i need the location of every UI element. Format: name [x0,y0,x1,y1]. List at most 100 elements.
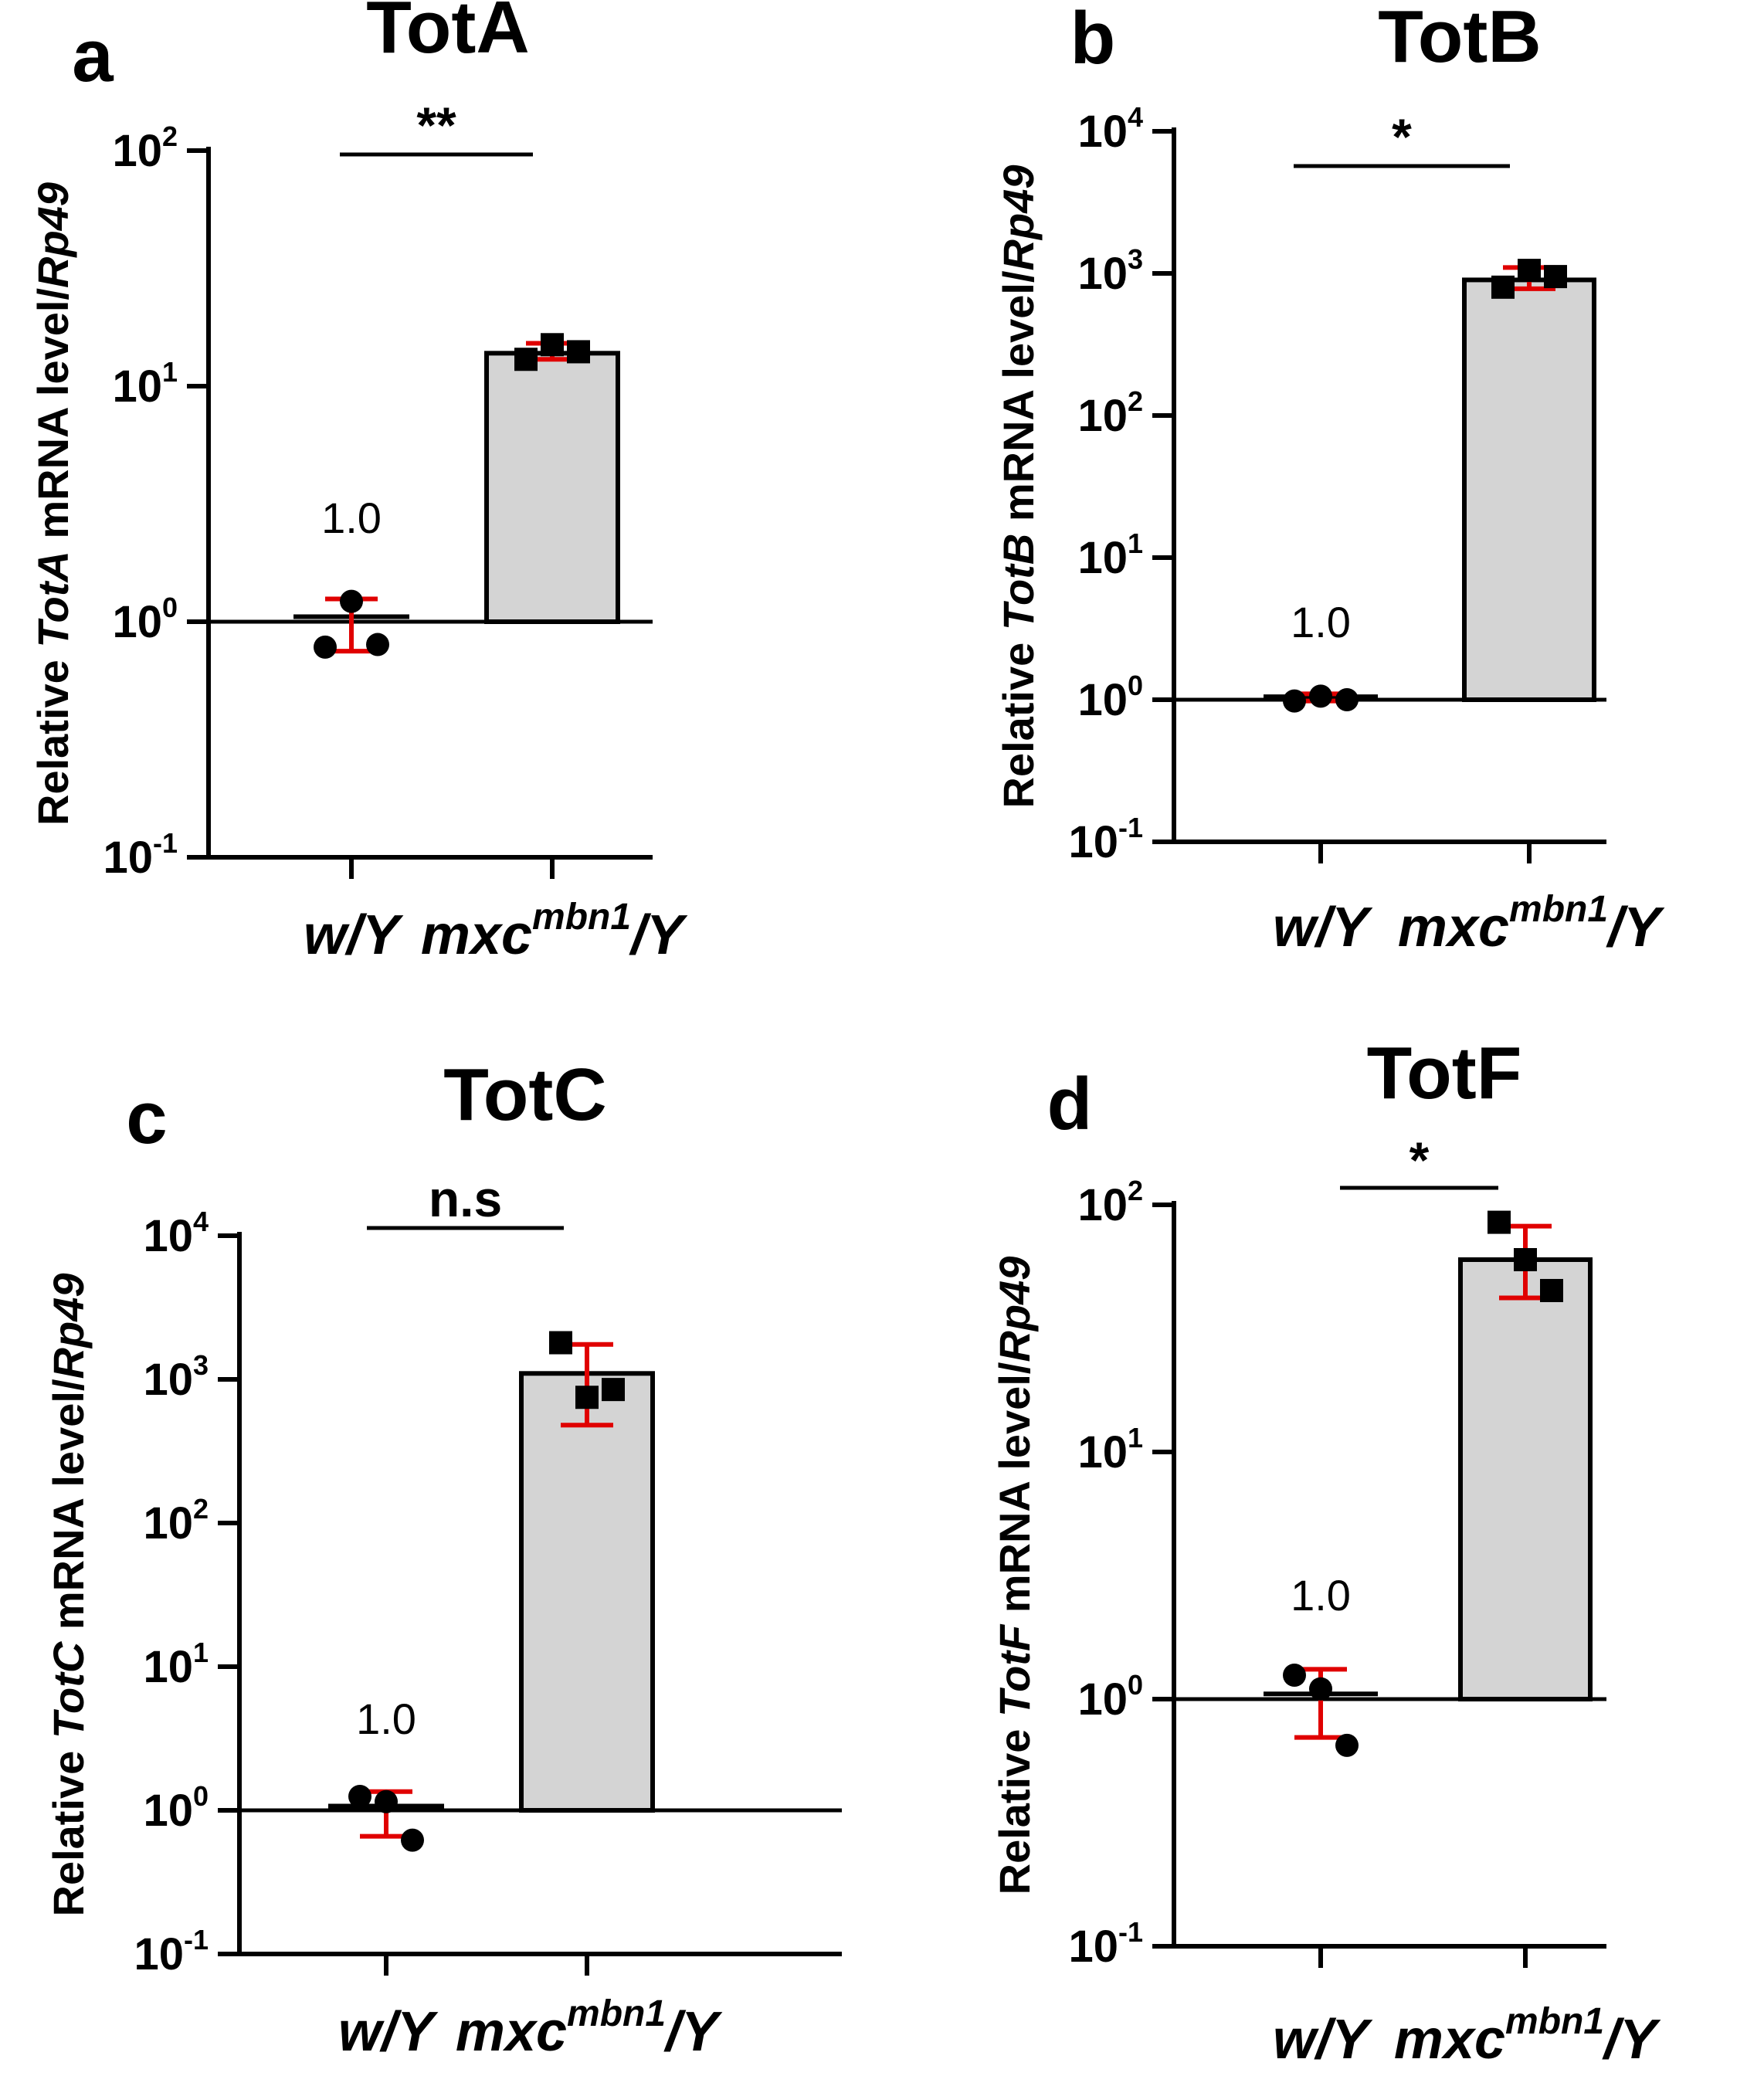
y-tick-label: 102 [1077,385,1143,441]
data-point [1335,688,1359,711]
y-axis-label: Relative TotB mRNA level/Rp49 [994,165,1043,809]
x-category-base: mxc [421,904,532,966]
y-tick-base: 10 [1068,817,1118,867]
y-label-gene: TotA [29,551,77,647]
y-tick-label: 102 [1077,1175,1143,1230]
y-label-gene: TotC [44,1640,93,1739]
y-tick-label: 10-1 [1068,812,1143,867]
x-category-base: w/Y [1273,897,1373,958]
y-tick-label: 103 [1077,243,1143,299]
y-tick-base: 10 [1077,1427,1128,1477]
x-category-base: mxc [456,2001,567,2063]
y-tick-label: 101 [112,356,178,412]
bar-mxc [1462,277,1596,702]
data-point [1309,1677,1332,1701]
y-label-reference: Rp49 [990,1257,1039,1362]
y-tick-exponent: 0 [193,1780,209,1812]
data-point [575,1386,599,1409]
x-category-base: w/Y [338,2001,439,2063]
y-label-middle: mRNA level/ [44,1379,93,1642]
data-point [348,1784,371,1808]
y-label-prefix: Relative [29,648,77,826]
x-category-tail: /Y [629,904,688,966]
y-tick-label: 104 [1077,101,1143,157]
y-tick-base: 10 [112,126,162,176]
y-tick-exponent: 1 [1128,527,1143,559]
x-category-base: w/Y [304,904,404,966]
y-label-reference: Rp49 [44,1274,93,1379]
y-tick-base: 10 [143,1498,193,1549]
significance-label: * [1410,1131,1430,1189]
x-category-label: mxcmbn1/Y [1394,2001,1661,2071]
y-tick-exponent: 0 [1128,670,1143,701]
x-category-base: mxc [1394,2009,1505,2071]
x-category-label: mxcmbn1/Y [421,897,688,966]
y-tick-exponent: 1 [1128,1422,1143,1454]
data-label: 1.0 [1291,1571,1351,1620]
y-tick-label: 104 [143,1206,209,1261]
y-tick-exponent: -1 [1118,812,1143,843]
panel-letter: c [126,1077,167,1159]
y-label-prefix: Relative [994,630,1043,808]
data-point [1283,689,1306,713]
y-tick-exponent: -1 [184,1924,209,1956]
y-tick-base: 10 [143,1355,193,1405]
y-tick-base: 10 [1077,249,1128,299]
significance-label: n.s [429,1170,502,1227]
y-tick-base: 10 [1068,1922,1118,1972]
y-tick-base: 10 [143,1642,193,1692]
data-point [375,1789,398,1813]
y-label-middle: mRNA level/ [994,270,1043,534]
data-point [340,589,363,613]
chart-title: TotC [443,1053,606,1136]
y-tick-label: 103 [143,1349,209,1405]
y-tick-base: 10 [143,1211,193,1261]
y-tick-base: 10 [1077,1180,1128,1230]
y-tick-base: 10 [1077,391,1128,441]
data-point [1309,684,1332,708]
data-label: 1.0 [356,1694,416,1743]
data-point [1335,1733,1359,1757]
y-tick-base: 10 [1077,533,1128,583]
data-point [549,1331,572,1355]
x-category-label: w/Y [338,2001,439,2063]
y-tick-base: 10 [112,597,162,647]
y-tick-label: 100 [112,592,178,647]
bar-mxc [484,351,620,624]
x-category-superscript: mbn1 [567,1993,666,2034]
bar-mxc [1458,1257,1593,1701]
y-tick-base: 10 [1077,107,1128,157]
y-label-gene: TotB [994,534,1043,630]
data-point [366,633,389,656]
y-tick-base: 10 [143,1786,193,1836]
x-category-label: w/Y [1273,2009,1373,2071]
y-tick-exponent: 2 [193,1493,209,1525]
data-point [401,1828,424,1852]
panel-letter: d [1047,1063,1093,1145]
y-label-reference: Rp49 [994,165,1043,271]
x-category-tail: /Y [1602,2009,1661,2071]
y-tick-exponent: 4 [1128,101,1143,133]
y-label-prefix: Relative [990,1717,1039,1895]
x-category-label: mxcmbn1/Y [1398,889,1665,958]
data-point [1283,1663,1306,1687]
y-tick-label: 100 [1077,670,1143,725]
y-tick-base: 10 [134,1929,184,1979]
x-category-superscript: mbn1 [532,897,631,938]
chart-title: TotA [366,0,529,69]
x-category-tail: /Y [1606,897,1665,958]
x-category-base: w/Y [1273,2009,1373,2071]
data-point [1544,265,1567,289]
significance-label: * [1392,108,1412,165]
data-point [541,333,564,357]
y-label-middle: mRNA level/ [29,288,77,551]
data-point [567,340,590,364]
data-point [602,1378,625,1402]
x-category-label: mxcmbn1/Y [456,1993,723,2063]
y-tick-label: 102 [143,1493,209,1549]
y-label-prefix: Relative [44,1739,93,1916]
